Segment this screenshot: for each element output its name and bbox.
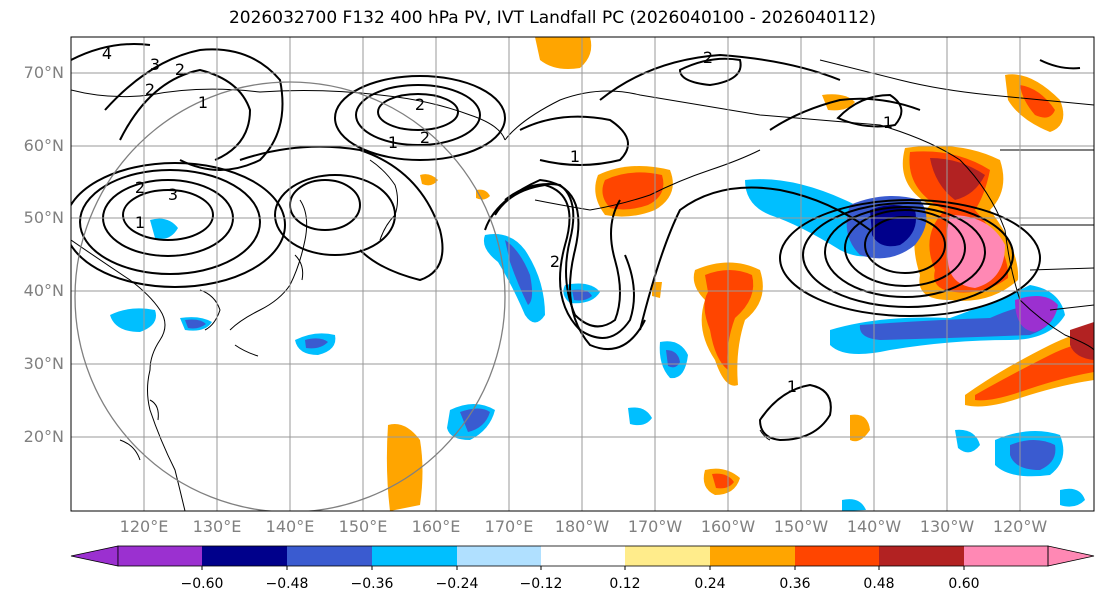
contour-label: 2 [703, 48, 713, 67]
lon-label: 160°W [700, 517, 756, 536]
ivt-shading [110, 37, 1094, 511]
colorbar-tick-label: 0.36 [779, 576, 811, 592]
contour-label: 2 [415, 95, 425, 114]
colorbar-segment [795, 546, 879, 566]
map-frame [70, 36, 1095, 512]
contour-label: 1 [570, 147, 580, 166]
pv-contours [71, 43, 1081, 442]
colorbar-segment [625, 546, 710, 566]
contour-label: 1 [135, 213, 145, 232]
lat-label: 20°N [23, 427, 64, 446]
lat-label: 40°N [23, 281, 64, 300]
colorbar-tick-label: −0.48 [265, 576, 309, 592]
colorbar-tick-label: 0.12 [609, 576, 641, 592]
map-title: 2026032700 F132 400 hPa PV, IVT Landfall… [228, 8, 876, 28]
colorbar-segment [541, 546, 625, 566]
lon-label: 140°W [846, 517, 902, 536]
colorbar-tick-label: −0.60 [180, 576, 224, 592]
lat-label: 70°N [23, 63, 64, 82]
contour-labels: 4 3 2 2 1 2 1 2 1 2 3 2 1 2 1 1 [102, 44, 893, 396]
colorbar-segment [118, 546, 202, 566]
lon-label: 170°E [484, 517, 534, 536]
contour-label: 2 [550, 252, 560, 271]
contour-label: 1 [198, 93, 208, 112]
contour-label: 2 [145, 80, 155, 99]
lon-label: 150°W [773, 517, 829, 536]
lon-label: 150°E [338, 517, 388, 536]
colorbar-tick-label: 0.24 [694, 576, 726, 592]
colorbar-segment [710, 546, 795, 566]
lat-label: 30°N [23, 354, 64, 373]
contour-label: 3 [168, 185, 178, 204]
colorbar-tick-label: −0.36 [350, 576, 394, 592]
colorbar-segment [372, 546, 457, 566]
colorbar-max-arrow [1047, 545, 1095, 567]
graticule [71, 37, 1094, 511]
lon-label: 170°W [627, 517, 683, 536]
contour-label: 2 [175, 60, 185, 79]
lon-label: 160°E [411, 517, 461, 536]
colorbar-segment [964, 546, 1048, 566]
colorbar-tick-label: 0.48 [863, 576, 895, 592]
colorbar-segment [202, 546, 287, 566]
contour-label: 1 [787, 377, 797, 396]
contour-label: 1 [883, 113, 893, 132]
contour-label: 4 [102, 44, 112, 63]
lon-label: 140°E [265, 517, 315, 536]
colorbar-segment [287, 546, 372, 566]
contour-label: 1 [388, 133, 398, 152]
lat-label: 50°N [23, 208, 64, 227]
colorbar-tick-label: 0.60 [948, 576, 980, 592]
colorbar-min-arrow [70, 545, 119, 567]
lon-label: 130°E [192, 517, 242, 536]
colorbar [70, 545, 1095, 570]
lon-label: 120°W [992, 517, 1048, 536]
lon-label: 180°W [554, 517, 610, 536]
colorbar-tick-label: −0.24 [435, 576, 479, 592]
colorbar-segment [457, 546, 541, 566]
colorbar-segment [879, 546, 964, 566]
lon-label: 120°E [119, 517, 169, 536]
landfall-radius-circle [74, 81, 506, 511]
contour-label: 3 [150, 55, 160, 74]
lat-label: 60°N [23, 136, 64, 155]
contour-label: 2 [420, 128, 430, 147]
lon-label: 130°W [919, 517, 975, 536]
contour-label: 2 [135, 178, 145, 197]
colorbar-tick-label: −0.12 [519, 576, 563, 592]
